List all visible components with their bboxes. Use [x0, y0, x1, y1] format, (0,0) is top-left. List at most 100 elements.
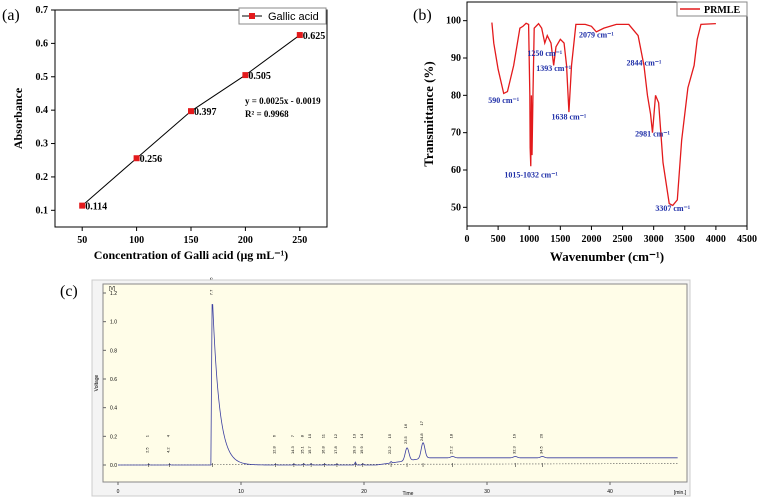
peak-retention-label: 17.8	[333, 445, 338, 454]
peak-retention-label: 32.3	[511, 445, 516, 454]
peak-retention-label: 7.7	[209, 289, 214, 295]
peak-number-label: 19	[511, 433, 516, 438]
y-tick-label: 50	[451, 202, 461, 213]
y-tick-label: 0.8	[110, 348, 117, 354]
data-point	[242, 72, 249, 79]
peak-number-label: 16	[403, 423, 408, 428]
peak-retention-label: 22.2	[387, 445, 392, 454]
x-tick-label: 40	[607, 489, 613, 495]
peak-retention-label: 24.8	[419, 433, 424, 442]
data-point	[188, 108, 194, 115]
peak-number-label: 17	[419, 420, 424, 425]
y-tick-label: 60	[451, 165, 461, 176]
x-tick-label: 2000	[581, 234, 601, 245]
peak-number-label: 7	[290, 434, 295, 437]
y-tick-label: 0.4	[110, 406, 117, 412]
peak-annotation: 1250 cm⁻¹	[527, 49, 562, 58]
peak-annotation: 1393 cm⁻¹	[536, 64, 571, 73]
x-tick-label: 250	[292, 235, 307, 246]
peak-retention-label: 16.8	[321, 445, 326, 454]
chromatogram-trace	[118, 304, 678, 466]
x-tick-label: 150	[184, 235, 199, 246]
x-tick-label: 4500	[737, 234, 757, 245]
peak-annotation: 590 cm⁻¹	[488, 96, 519, 105]
peak-retention-label: 23.5	[403, 435, 408, 444]
y-tick-label: 80	[451, 90, 461, 101]
x-tick-label: 3500	[675, 234, 695, 245]
x-tick-label: 50	[77, 235, 87, 246]
x-unit-label: [min.]	[674, 490, 687, 496]
legend-a	[238, 7, 327, 25]
x-tick-label: 3000	[644, 234, 664, 245]
peak-retention-label: 12.8	[271, 445, 276, 454]
peak-annotation: 1638 cm⁻¹	[551, 113, 586, 122]
peak-number-label: 20	[538, 433, 543, 438]
data-point	[79, 202, 86, 209]
data-label: 0.397	[194, 107, 217, 118]
peak-retention-label: 34.5	[538, 445, 543, 454]
y-tick-label: 70	[451, 128, 461, 139]
peak-number-label: 14	[359, 433, 364, 438]
peak-retention-label: 19.3	[351, 445, 356, 454]
x-axis-label: Concentration of Galli acid (μg mL⁻¹)	[94, 248, 288, 262]
y-tick-label: 0.0	[110, 463, 117, 469]
y-tick-label: 0.6	[36, 38, 49, 49]
peak-retention-label: 19.9	[359, 445, 364, 454]
plot-area-c	[102, 283, 688, 483]
peak-number-label: 12	[333, 433, 338, 438]
peak-number-label: 6	[271, 434, 276, 437]
legend-marker	[249, 13, 255, 19]
panel-label-b: (b)	[413, 7, 432, 24]
y-tick-label: 0.2	[36, 172, 49, 183]
equation-text: y = 0.0025x - 0.0019	[245, 96, 321, 106]
plot-frame-b	[466, 1, 748, 227]
x-tick-label: 2500	[613, 234, 633, 245]
x-tick-label: 1500	[550, 234, 570, 245]
data-point	[133, 155, 140, 162]
x-tick-label: 200	[238, 235, 253, 246]
y-tick-label: 1.0	[110, 320, 117, 326]
y-tick-label: 0.3	[36, 139, 49, 150]
peak-retention-label: 15.7	[307, 445, 312, 454]
x-tick-label: 0	[117, 489, 120, 495]
peak-annotation: 2981 cm⁻¹	[635, 129, 670, 138]
data-label: 0.256	[140, 154, 163, 165]
legend-label: PRMLE	[704, 5, 740, 16]
panel-label-c: (c)	[60, 283, 78, 300]
data-label: 0.625	[303, 31, 326, 42]
peak-number-label: 5	[209, 277, 214, 280]
x-tick-label: 0	[465, 234, 470, 245]
y-axis-label: Transmittance (%)	[421, 61, 436, 167]
x-tick-label: 4000	[706, 234, 726, 245]
peak-annotation: 2079 cm⁻¹	[579, 30, 614, 39]
y-axis-label: Absorbance	[11, 87, 25, 149]
peak-retention-label: 15.1	[300, 445, 305, 454]
baseline	[117, 463, 678, 466]
x-tick-label: 20	[361, 489, 367, 495]
y-axis-label: Voltage	[94, 374, 100, 391]
r-squared-text: R² = 0.9968	[245, 109, 289, 119]
y-tick-label: 90	[451, 53, 461, 64]
peak-retention-label: 2.5	[145, 447, 150, 453]
legend-b	[676, 1, 748, 17]
legend-label: Gallic acid	[268, 11, 319, 23]
peak-number-label: 8	[300, 434, 305, 437]
x-tick-label: 10	[238, 489, 244, 495]
x-tick-label: 1000	[519, 234, 539, 245]
x-tick-label: 500	[491, 234, 506, 245]
x-axis-label: Time	[403, 491, 414, 497]
data-point	[296, 32, 303, 39]
peak-annotation: 3307 cm⁻¹	[655, 204, 690, 213]
peak-retention-label: 27.2	[449, 445, 454, 454]
y-tick-label: 100	[446, 16, 461, 27]
peak-number-label: 11	[321, 433, 326, 438]
peak-annotation: 1015-1032 cm⁻¹	[504, 170, 558, 179]
y-tick-label: 0.4	[36, 105, 49, 116]
y-tick-label: 0.1	[36, 205, 49, 216]
peak-number-label: 1	[145, 434, 150, 437]
y-tick-label: 0.2	[110, 434, 117, 440]
y-tick-label: 0.7	[36, 5, 49, 16]
panel-label-a: (a)	[2, 7, 20, 24]
peak-retention-label: 4.2	[166, 447, 171, 453]
